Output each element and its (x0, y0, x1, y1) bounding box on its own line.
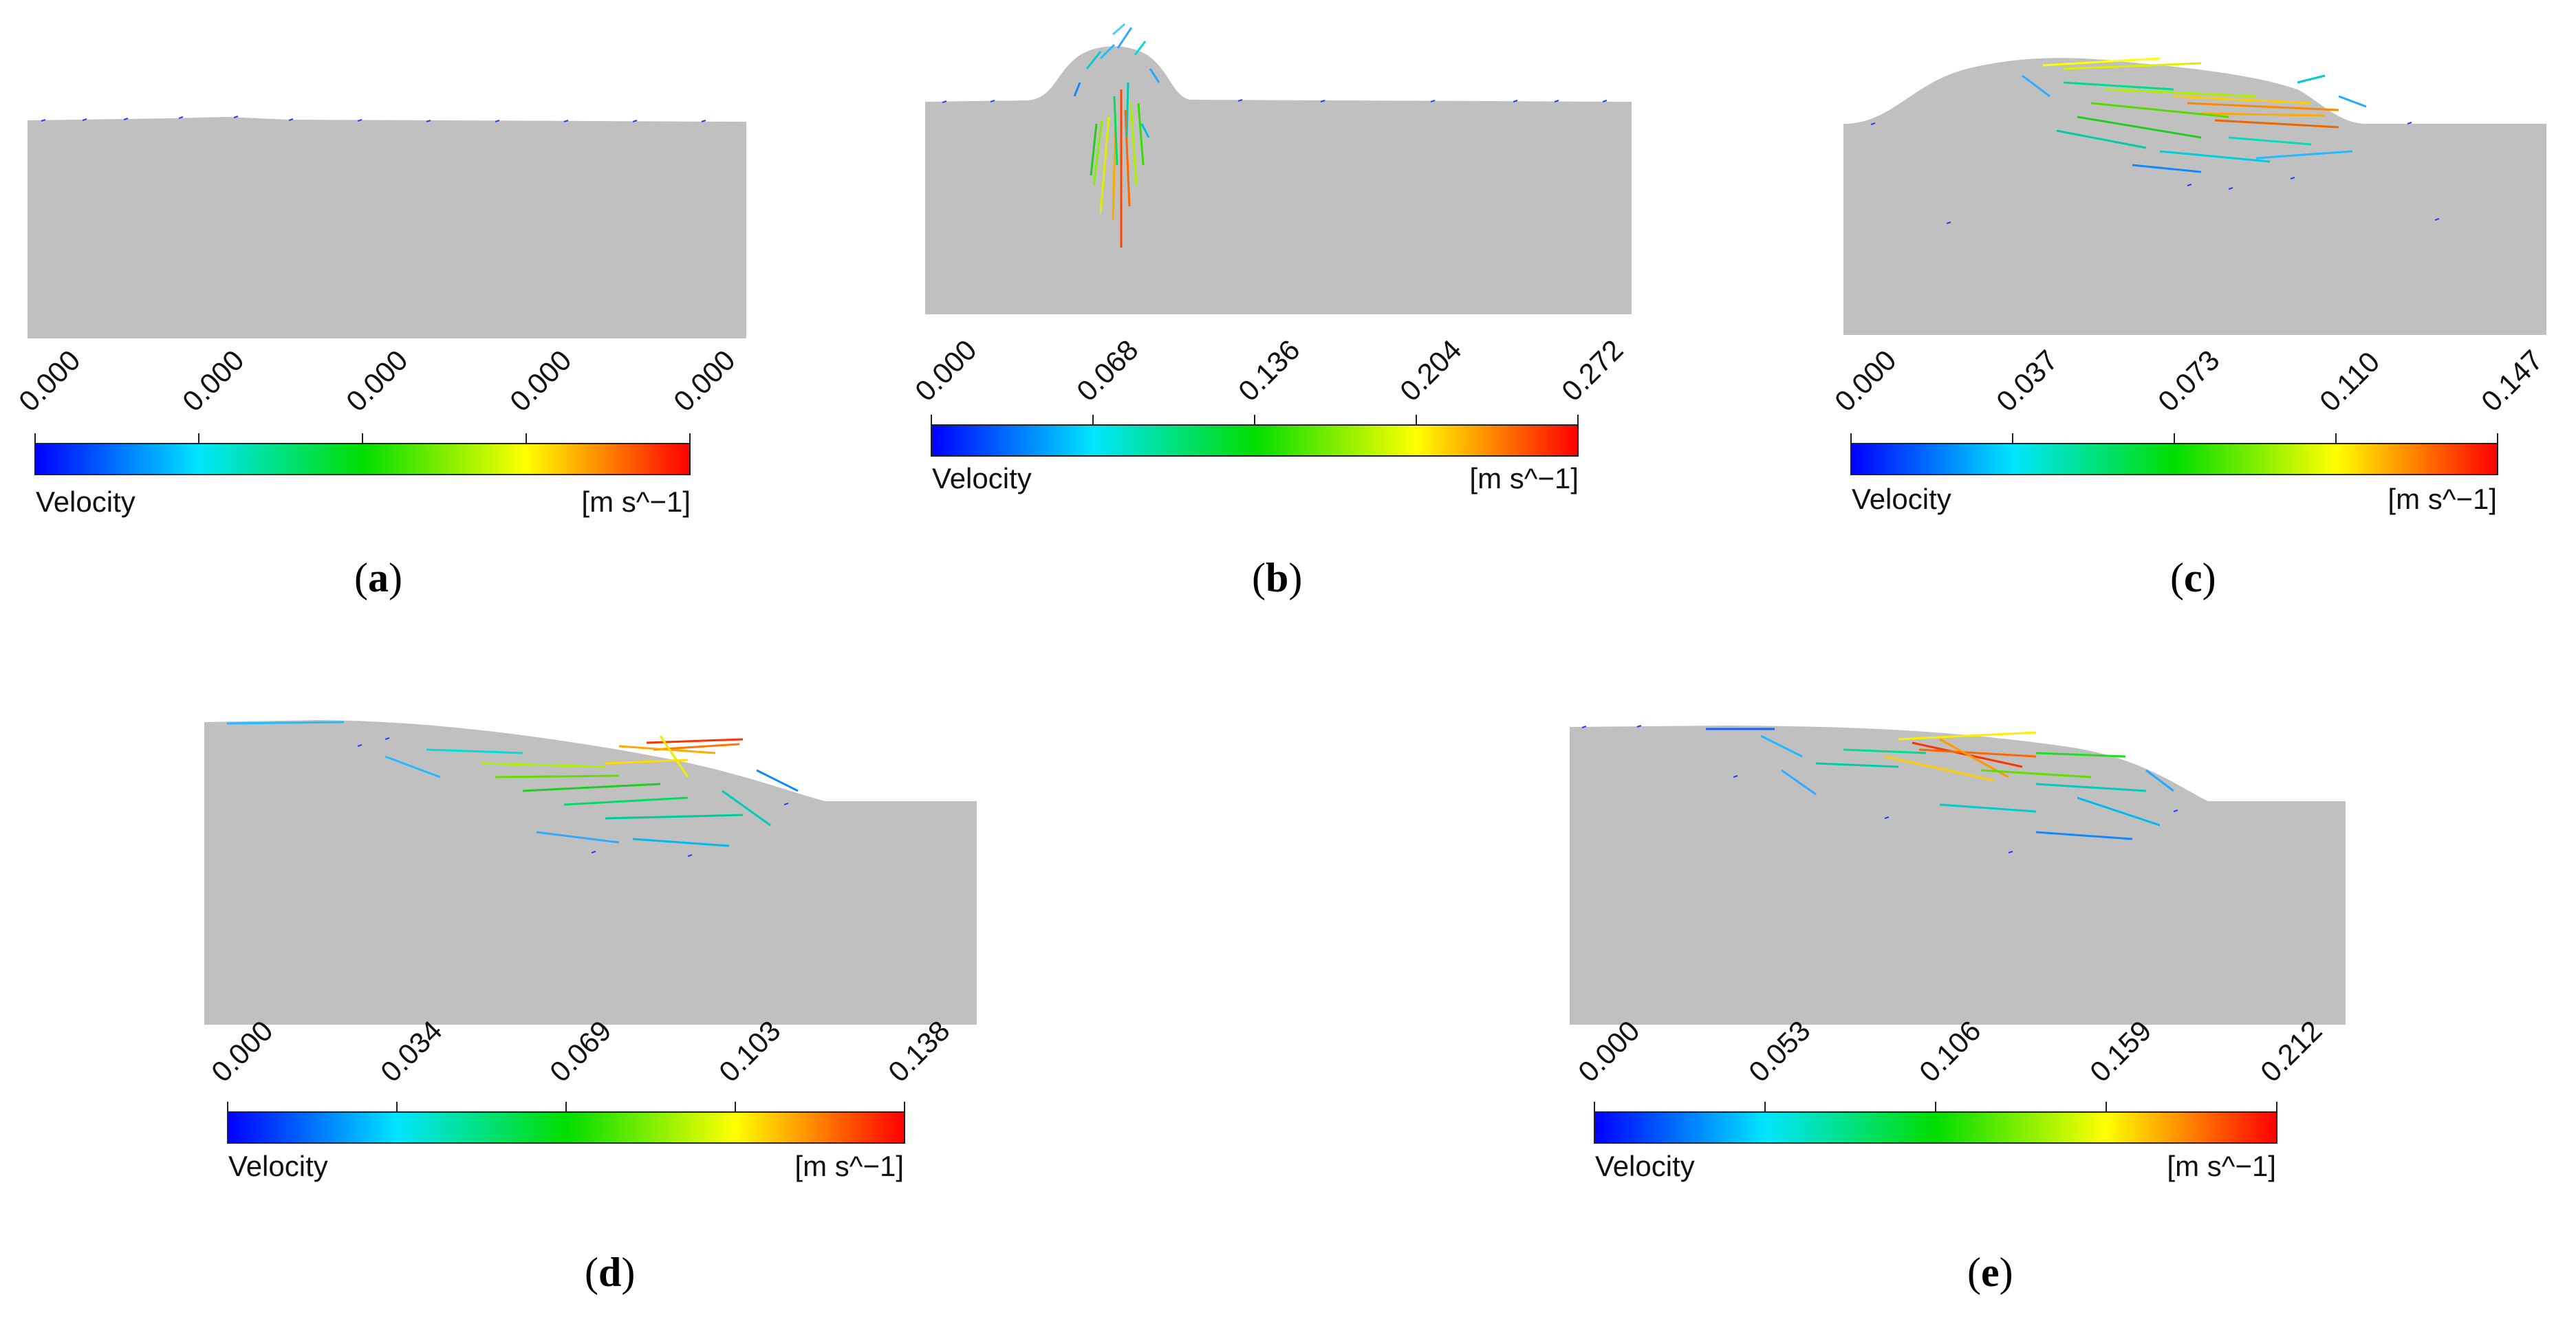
tick-mark (2276, 1102, 2277, 1111)
tick-mark (1577, 415, 1579, 424)
caption-b: (b) (1252, 555, 1303, 600)
tick-mark (735, 1102, 736, 1111)
panel-c: 0.000 0.037 0.073 0.110 0.147 Velocity [… (1816, 0, 2573, 619)
tick-mark (2335, 433, 2337, 443)
legend-label: Velocity (1595, 1150, 1695, 1182)
tick-mark (2174, 433, 2175, 443)
tick-mark (1594, 1102, 1595, 1111)
tick-mark (689, 433, 691, 443)
tick-mark (1092, 415, 1094, 424)
panel-a: 0.000 0.000 0.000 0.000 0.000 Velocity [… (0, 0, 791, 619)
caption-c: (c) (2170, 555, 2216, 600)
colorbar (34, 443, 691, 475)
caption-e: (e) (1967, 1250, 2013, 1295)
tick-mark (396, 1102, 398, 1111)
flow-field-a (28, 116, 746, 338)
caption-d: (d) (585, 1250, 636, 1295)
caption-a: (a) (354, 555, 402, 600)
melt-pool-domain (28, 117, 746, 338)
melt-pool-domain (925, 46, 1632, 315)
panel-d: 0.000 0.034 0.069 0.103 0.138 Velocity [… (0, 674, 1032, 1317)
tick-mark (1935, 1102, 1936, 1111)
tick-mark (565, 1102, 567, 1111)
tick-mark (362, 433, 363, 443)
tick-mark (2497, 433, 2498, 443)
colorbar (227, 1111, 905, 1144)
tick-mark (198, 433, 199, 443)
legend-unit: [m s^−1] (1469, 462, 1579, 494)
melt-pool-domain (1843, 58, 2546, 336)
legend-unit: [m s^−1] (581, 486, 691, 518)
panel-b: 0.000 0.068 0.136 0.204 0.272 Velocity [… (894, 0, 1685, 619)
flow-field-b (925, 23, 1632, 315)
colorbar (1594, 1111, 2277, 1144)
legend-unit: [m s^−1] (794, 1150, 904, 1182)
legend-label: Velocity (36, 486, 136, 518)
legend-unit: [m s^−1] (2388, 483, 2497, 515)
colorbar (1850, 443, 2498, 475)
legend-label: Velocity (1852, 483, 1951, 515)
tick-mark (1254, 415, 1255, 424)
legend-unit: [m s^−1] (2167, 1150, 2276, 1182)
melt-pool-domain (1570, 726, 2346, 1025)
tick-mark (34, 433, 36, 443)
tick-mark (1764, 1102, 1766, 1111)
tick-mark (1416, 415, 1417, 424)
tick-mark (227, 1102, 228, 1111)
tick-mark (526, 433, 527, 443)
flow-field-d (204, 720, 977, 1025)
melt-pool-domain (204, 720, 977, 1025)
panel-e: 0.000 0.053 0.106 0.159 0.212 Velocity [… (1555, 674, 2573, 1317)
tick-mark (931, 415, 932, 424)
tick-mark (1850, 433, 1852, 443)
colorbar (931, 424, 1579, 457)
flow-field-e (1570, 725, 2346, 1025)
tick-mark (2106, 1102, 2107, 1111)
legend-label: Velocity (228, 1150, 328, 1182)
tick-mark (904, 1102, 905, 1111)
flow-field-c (1843, 57, 2546, 336)
tick-mark (2012, 433, 2013, 443)
legend-label: Velocity (932, 462, 1032, 494)
